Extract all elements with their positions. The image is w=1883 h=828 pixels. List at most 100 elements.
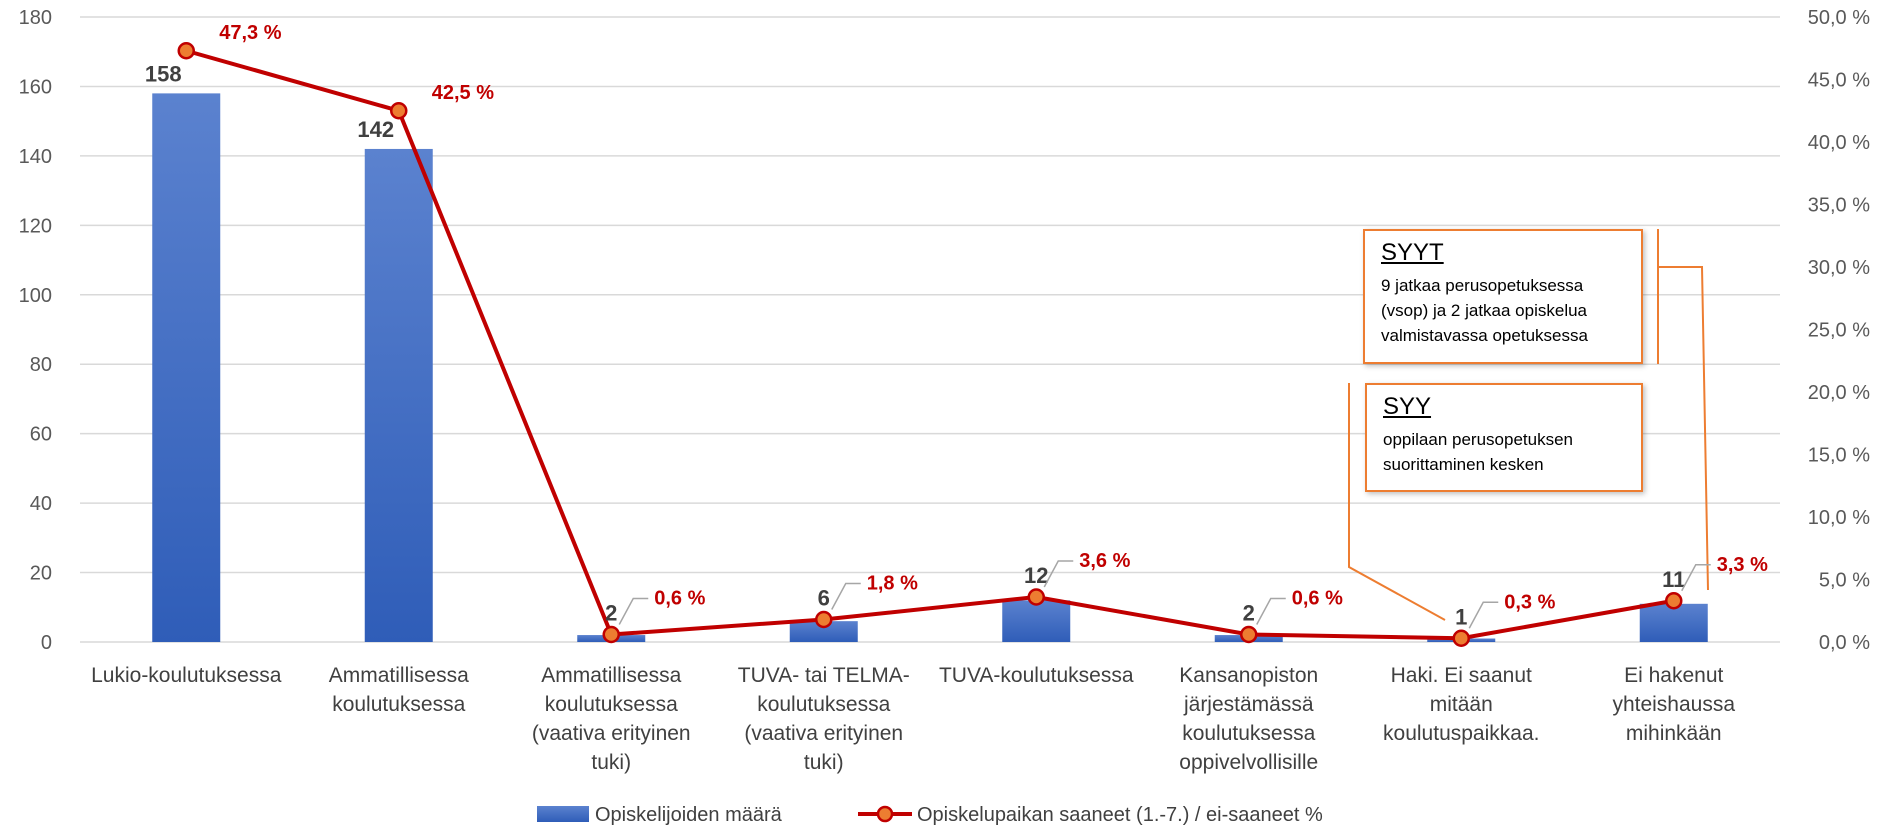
syyt-connector <box>1658 266 1709 591</box>
bar-value-label: 1 <box>1455 604 1467 629</box>
bar-value-label: 2 <box>1243 601 1255 626</box>
left-axis: 0 20 40 60 80 100 120 140 160 180 <box>19 7 52 654</box>
label-leader-line <box>1043 560 1074 588</box>
category-label-line: Ei hakenut <box>1624 664 1723 687</box>
legend-bar-swatch <box>537 806 589 822</box>
left-tick-label: 140 <box>19 146 52 168</box>
left-tick-label: 100 <box>19 285 52 307</box>
syyt-text: 9 jatkaa perusopetuksessa (vsop) ja 2 ja… <box>1381 276 1588 345</box>
category-label: Ei hakenut yhteishaussa mihinkään <box>1612 664 1735 745</box>
category-label: Kansanopiston järjestämässä koulutuksessa o… <box>1179 664 1318 774</box>
bar-series <box>152 93 1708 642</box>
category-label: TUVA- tai TELMA-koulutuksessa (vaativa er… <box>738 664 910 774</box>
left-tick-label: 80 <box>30 354 52 376</box>
line-marker <box>1665 592 1683 610</box>
category-label-line: TUVA-koulutuksessa <box>939 664 1134 687</box>
left-tick-label: 120 <box>19 215 52 237</box>
category-label-line: Kansanopiston <box>1179 664 1318 687</box>
right-tick-label: 25,0 % <box>1808 320 1870 342</box>
bar-value-label: 158 <box>145 61 182 86</box>
bar <box>364 148 433 642</box>
label-leader-line <box>831 582 861 610</box>
right-tick-label: 50,0 % <box>1808 7 1870 29</box>
label-leader-line <box>1256 597 1286 625</box>
percent-value-label: 0,3 % <box>1504 591 1555 613</box>
left-tick-label: 20 <box>30 563 52 585</box>
right-tick-label: 30,0 % <box>1808 257 1870 279</box>
category-label-line: tuki) <box>591 751 631 774</box>
left-tick-label: 40 <box>30 493 52 515</box>
right-tick-label: 35,0 % <box>1808 195 1870 217</box>
right-tick-label: 10,0 % <box>1808 507 1870 529</box>
syyt-callout: SYYT 9 jatkaa perusopetuksessa (vsop) ja… <box>1363 229 1643 364</box>
bar <box>1002 600 1071 642</box>
line-marker <box>815 610 833 629</box>
right-tick-label: 5,0 % <box>1819 570 1870 592</box>
category-label-line: koulutuksessa <box>332 693 465 716</box>
category-label-line: koulutuspaikkaa. <box>1383 722 1539 745</box>
left-tick-label: 180 <box>19 7 52 29</box>
percent-value-label: 3,6 % <box>1079 550 1130 572</box>
right-tick-label: 20,0 % <box>1808 382 1870 404</box>
percent-value-label: 0,6 % <box>654 588 705 610</box>
left-tick-label: 60 <box>30 424 52 446</box>
line-marker <box>1452 629 1470 647</box>
annotation-connectors <box>1348 229 1709 621</box>
category-label-line: (vaativa erityinen <box>744 722 903 745</box>
bar <box>152 93 221 642</box>
category-label-line: TUVA- tai TELMA- <box>738 664 910 687</box>
label-leader-line <box>1468 601 1499 629</box>
category-label: Haki. Ei saanut mitään koulutuspaikkaa. <box>1383 664 1539 745</box>
category-label-line: koulutuksessa <box>1182 722 1315 745</box>
category-label-line: oppivelvollisille <box>1179 751 1318 774</box>
bar-value-label: 2 <box>605 601 617 626</box>
bar-value-label: 142 <box>357 117 394 142</box>
legend-bar-label: Opiskelijoiden määrä <box>595 804 783 826</box>
category-label-line: koulutuksessa <box>545 693 678 716</box>
bar <box>789 621 858 642</box>
right-axis: 0,0 % 5,0 % 10,0 % 15,0 % 20,0 % 25,0 % 30,0 %… <box>1808 7 1870 654</box>
legend-line-marker <box>876 805 894 823</box>
line-path <box>185 48 1675 641</box>
left-tick-label: 0 <box>41 632 52 654</box>
syy-title: SYY <box>1383 393 1432 420</box>
syy-text: oppilaan perusopetuksen suorittaminen ke… <box>1383 430 1573 474</box>
category-label-line: mihinkään <box>1626 722 1722 745</box>
label-leader-line <box>618 597 649 625</box>
syy-connector <box>1348 383 1446 621</box>
line-marker <box>1240 625 1258 644</box>
category-label-line: järjestämässä <box>1183 693 1314 716</box>
category-label-line: Haki. Ei saanut <box>1391 664 1532 687</box>
category-label-line: Lukio-koulutuksessa <box>91 664 282 687</box>
syy-callout: SYY oppilaan perusopetuksen suorittamine… <box>1365 383 1643 492</box>
percent-value-label: 1,8 % <box>867 573 918 595</box>
category-label: Ammatillisessa koulutuksessa (vaativa erit… <box>532 664 691 774</box>
bar-value-label: 11 <box>1662 567 1685 592</box>
category-axis: Lukio-koulutuksessa Ammatillisessa koulutu… <box>91 664 1735 774</box>
category-label-line: Ammatillisessa <box>541 664 681 687</box>
category-label: Ammatillisessa koulutuksessa <box>329 664 469 716</box>
category-label-line: yhteishaussa <box>1612 693 1735 716</box>
bar <box>1639 603 1708 642</box>
category-label: TUVA-koulutuksessa <box>939 664 1134 687</box>
left-tick-label: 160 <box>19 76 52 98</box>
right-tick-label: 40,0 % <box>1808 132 1870 154</box>
category-label-line: mitään <box>1430 693 1493 716</box>
category-label: Lukio-koulutuksessa <box>91 664 282 687</box>
label-leader-line <box>1681 564 1711 592</box>
percent-value-label: 47,3 % <box>219 22 281 44</box>
category-label-line: tuki) <box>804 751 844 774</box>
line-marker <box>177 42 195 60</box>
bar-value-label: 12 <box>1024 563 1048 588</box>
line-marker <box>602 625 620 644</box>
syyt-title: SYYT <box>1381 239 1444 266</box>
line-marker <box>390 102 408 120</box>
percent-value-label: 0,6 % <box>1292 588 1343 610</box>
legend: Opiskelijoiden määrä Opiskelupaikan saane… <box>537 804 1323 826</box>
legend-line-label: Opiskelupaikan saaneet (1.-7.) / ei-saan… <box>917 804 1323 826</box>
bar-value-label: 6 <box>818 586 830 611</box>
right-tick-label: 0,0 % <box>1819 632 1870 654</box>
gridlines <box>80 16 1780 643</box>
